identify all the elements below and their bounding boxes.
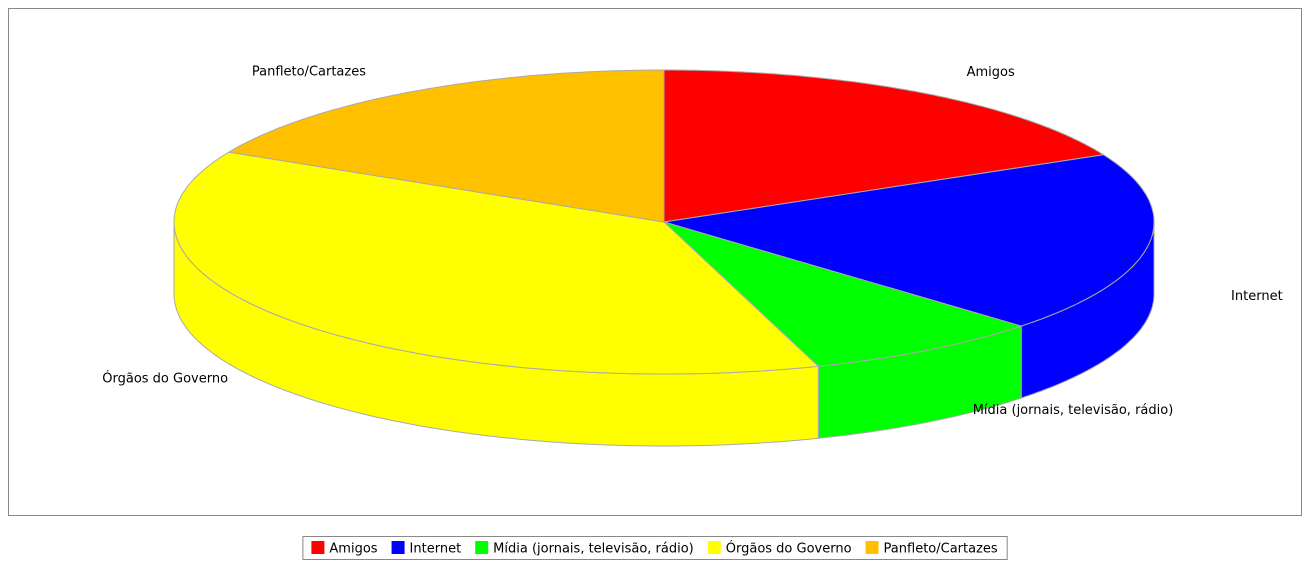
slice <box>173 151 820 375</box>
legend-swatch <box>475 541 489 554</box>
legend-label: Órgãos do Governo <box>726 541 852 557</box>
slice-label: Órgãos do Governo <box>102 371 228 387</box>
legend-swatch <box>707 541 721 554</box>
legend-label: Panfleto/Cartazes <box>884 542 998 557</box>
slice-label: Panfleto/Cartazes <box>252 64 366 79</box>
pie: Amigos Internet Mídia (jornais, televisão,… <box>102 64 1283 447</box>
legend-label: Amigos <box>329 542 377 557</box>
legend-swatch <box>865 541 879 554</box>
slice-label: Mídia (jornais, televisão, rádio) <box>973 403 1174 418</box>
legend-label: Internet <box>410 542 462 557</box>
slice <box>663 221 1023 367</box>
slice <box>663 69 1105 223</box>
legend-swatch <box>391 541 405 554</box>
legend-swatch <box>311 541 325 554</box>
slice <box>663 154 1155 327</box>
legend-label: Mídia (jornais, televisão, rádio) <box>493 542 694 557</box>
slice <box>227 69 665 223</box>
legend: Amigos Internet Mídia (jornais, televisão,… <box>302 536 1008 560</box>
slice-label: Internet <box>1231 289 1283 304</box>
slice-label: Amigos <box>967 65 1015 80</box>
